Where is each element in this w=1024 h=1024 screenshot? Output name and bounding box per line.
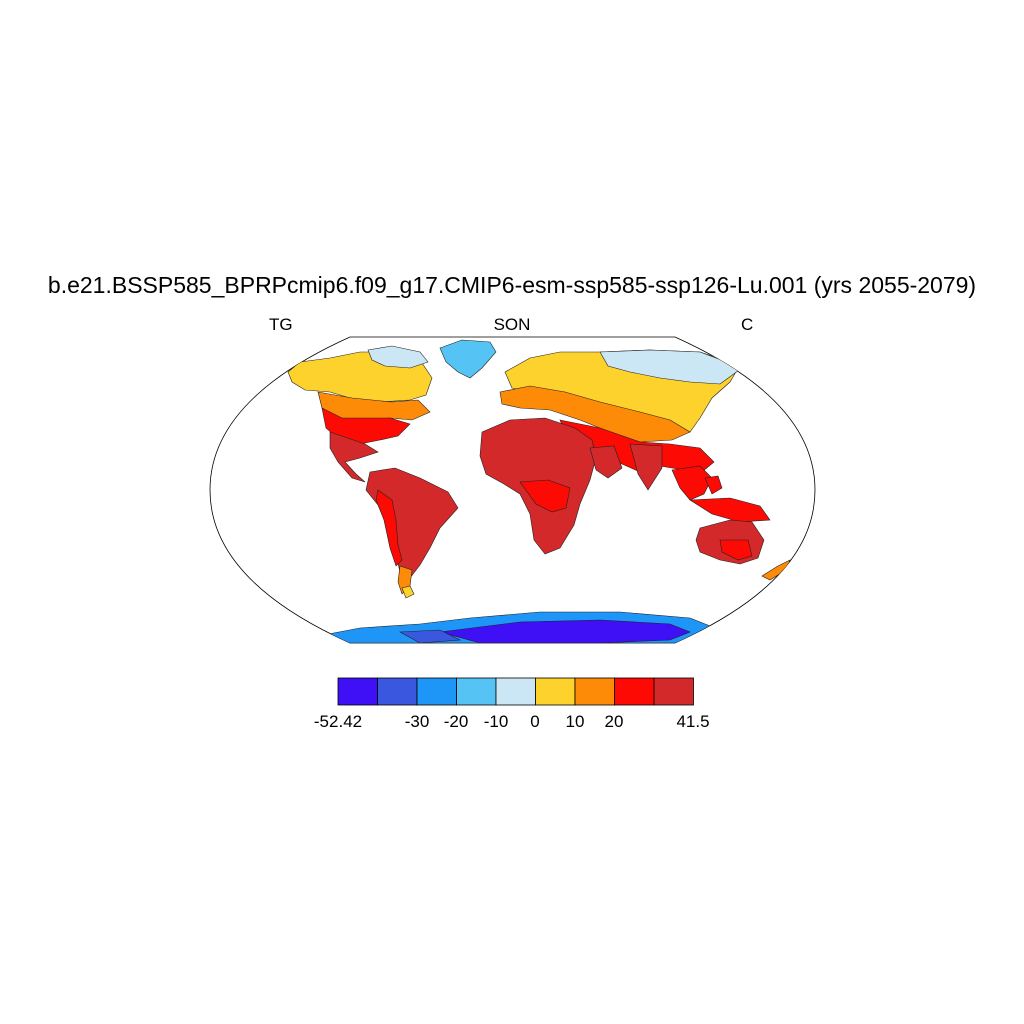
- colorbar-label: 0: [530, 712, 540, 731]
- south-asia: [589, 443, 771, 523]
- colorbar-swatch: [377, 677, 418, 706]
- colorbar-swatch: [416, 677, 457, 706]
- colorbar-label: 20: [604, 712, 624, 731]
- colorbar-swatch: [614, 677, 655, 706]
- colorbar-label: 41.5: [676, 712, 710, 731]
- colorbar-swatch: [495, 677, 536, 706]
- colorbar-swatch: [535, 677, 576, 706]
- map-title: b.e21.BSSP585_BPRPcmip6.f09_g17.CMIP6-es…: [47, 272, 977, 298]
- antarctica: [317, 611, 716, 643]
- colorbar-swatch: [337, 677, 378, 706]
- colorbar-label: -52.42: [313, 712, 363, 731]
- variable-label: TG: [269, 315, 293, 334]
- eurasia: [499, 349, 743, 473]
- africa: [479, 417, 597, 555]
- colorbar-label: -20: [443, 712, 469, 731]
- greenland: [439, 339, 497, 379]
- colorbar: [337, 677, 694, 706]
- colorbar-label: 10: [565, 712, 585, 731]
- colorbar-swatch: [456, 677, 497, 706]
- season-label: SON: [493, 315, 531, 334]
- south-america: [365, 467, 459, 599]
- colorbar-swatch: [653, 677, 694, 706]
- units-label: C: [741, 315, 754, 334]
- colorbar-label: -10: [483, 712, 509, 731]
- north-america: [287, 345, 433, 483]
- colorbar-label: -30: [404, 712, 430, 731]
- colorbar-swatch: [574, 677, 615, 706]
- australia: [695, 519, 791, 581]
